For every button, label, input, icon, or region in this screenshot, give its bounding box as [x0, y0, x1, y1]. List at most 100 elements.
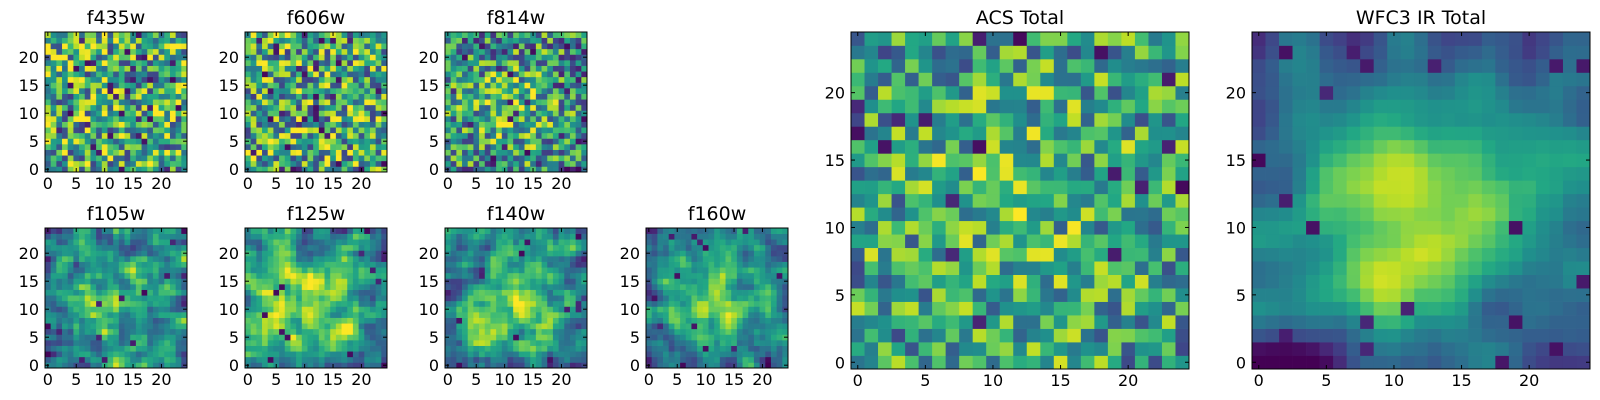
heatmap-cell: [245, 155, 252, 162]
heatmap-cell: [330, 138, 337, 145]
heatmap-cell: [50, 127, 57, 134]
heatmap-cell: [375, 166, 382, 173]
heatmap-cell: [290, 306, 297, 313]
heatmap-cell: [891, 193, 906, 208]
heatmap-cell: [364, 155, 371, 162]
heatmap-cell: [369, 317, 376, 324]
heatmap-cell: [450, 351, 457, 358]
heatmap-cell: [250, 272, 257, 279]
heatmap-cell: [284, 300, 291, 307]
heatmap-cell: [101, 138, 108, 145]
heatmap-cell: [547, 60, 554, 66]
heatmap-cell: [164, 278, 171, 285]
heatmap-cell: [581, 121, 588, 128]
heatmap-cell: [518, 295, 525, 302]
heatmap-cell: [335, 127, 342, 134]
heatmap-cell: [175, 93, 182, 100]
heatmap-cell: [905, 315, 919, 329]
heatmap-cell: [518, 71, 525, 78]
heatmap-cell: [569, 278, 576, 285]
heatmap-cell: [473, 256, 480, 262]
heatmap-cell: [79, 43, 86, 50]
heatmap-cell: [301, 93, 308, 100]
heatmap-cell: [518, 228, 525, 234]
heatmap-cell: [118, 267, 125, 274]
heatmap-cell: [972, 355, 987, 370]
heatmap-cell: [164, 48, 171, 55]
heatmap-cell: [364, 289, 371, 296]
heatmap-cell: [84, 345, 91, 352]
heatmap-cell: [124, 284, 131, 290]
heatmap-cell: [324, 43, 331, 50]
heatmap-cell: [479, 160, 486, 167]
heatmap-cell: [674, 250, 681, 257]
heatmap-cell: [719, 334, 726, 341]
heatmap-cell: [1067, 315, 1082, 329]
heatmap-cell: [646, 312, 653, 318]
heatmap-cell: [307, 155, 314, 162]
heatmap-cell: [697, 340, 704, 346]
heatmap-cell: [541, 250, 548, 257]
heatmap-cell: [479, 228, 486, 234]
y-tick-label: 15: [19, 272, 39, 291]
heatmap-cell: [575, 99, 582, 106]
y-tick-label: 0: [229, 356, 239, 375]
heatmap-cell: [530, 99, 537, 106]
heatmap-cell: [375, 71, 382, 78]
heatmap-cell: [290, 88, 297, 94]
heatmap-cell: [124, 71, 131, 78]
heatmap-cell: [450, 267, 457, 274]
heatmap-cell: [175, 328, 182, 335]
heatmap-cell: [535, 48, 542, 55]
heatmap-cell: [284, 65, 291, 72]
heatmap-cell: [878, 180, 892, 195]
heatmap-cell: [364, 48, 371, 55]
heatmap-cell: [262, 362, 269, 369]
heatmap-cell: [158, 149, 165, 156]
heatmap-cell: [467, 88, 474, 94]
heatmap-cell: [96, 155, 103, 162]
heatmap-cell: [1175, 166, 1190, 181]
heatmap-cell: [479, 328, 486, 335]
heatmap-cell: [462, 166, 469, 173]
heatmap-cell: [1107, 247, 1122, 262]
heatmap-cell: [296, 312, 303, 318]
heatmap-cell: [501, 149, 508, 156]
x-tick-label: 20: [151, 370, 171, 389]
heatmap-cell: [1053, 234, 1068, 249]
heatmap-cell: [364, 37, 371, 44]
heatmap-cell: [135, 60, 142, 66]
heatmap-cell: [657, 345, 664, 352]
heatmap-cell: [753, 261, 760, 268]
heatmap-cell: [674, 284, 681, 290]
heatmap-cell: [256, 60, 263, 66]
heatmap-cell: [67, 93, 74, 100]
heatmap-cell: [107, 32, 114, 38]
heatmap-cell: [535, 160, 542, 167]
heatmap-cell: [318, 362, 325, 369]
heatmap-cell: [736, 233, 743, 240]
heatmap-cell: [646, 345, 653, 352]
heatmap-cell: [541, 362, 548, 369]
heatmap-cell: [462, 127, 469, 134]
panel-title: f606w: [287, 7, 346, 29]
heatmap-cell: [96, 99, 103, 106]
heatmap-cell: [513, 239, 520, 246]
heatmap-cell: [518, 334, 525, 341]
heatmap-cell: [90, 48, 97, 55]
heatmap-cell: [113, 144, 120, 150]
heatmap-cell: [158, 93, 165, 100]
heatmap-cell: [759, 295, 766, 302]
heatmap-cell: [558, 239, 565, 246]
heatmap-cell: [513, 43, 520, 50]
heatmap-cell: [524, 345, 531, 352]
heatmap-cell: [130, 48, 137, 55]
heatmap-cell: [467, 362, 474, 369]
heatmap-cell: [256, 32, 263, 38]
heatmap-cell: [575, 340, 582, 346]
heatmap-cell: [748, 323, 755, 330]
heatmap-cell: [496, 328, 503, 335]
heatmap-cell: [496, 104, 503, 111]
heatmap-cell: [279, 60, 286, 66]
heatmap-cell: [691, 250, 698, 257]
